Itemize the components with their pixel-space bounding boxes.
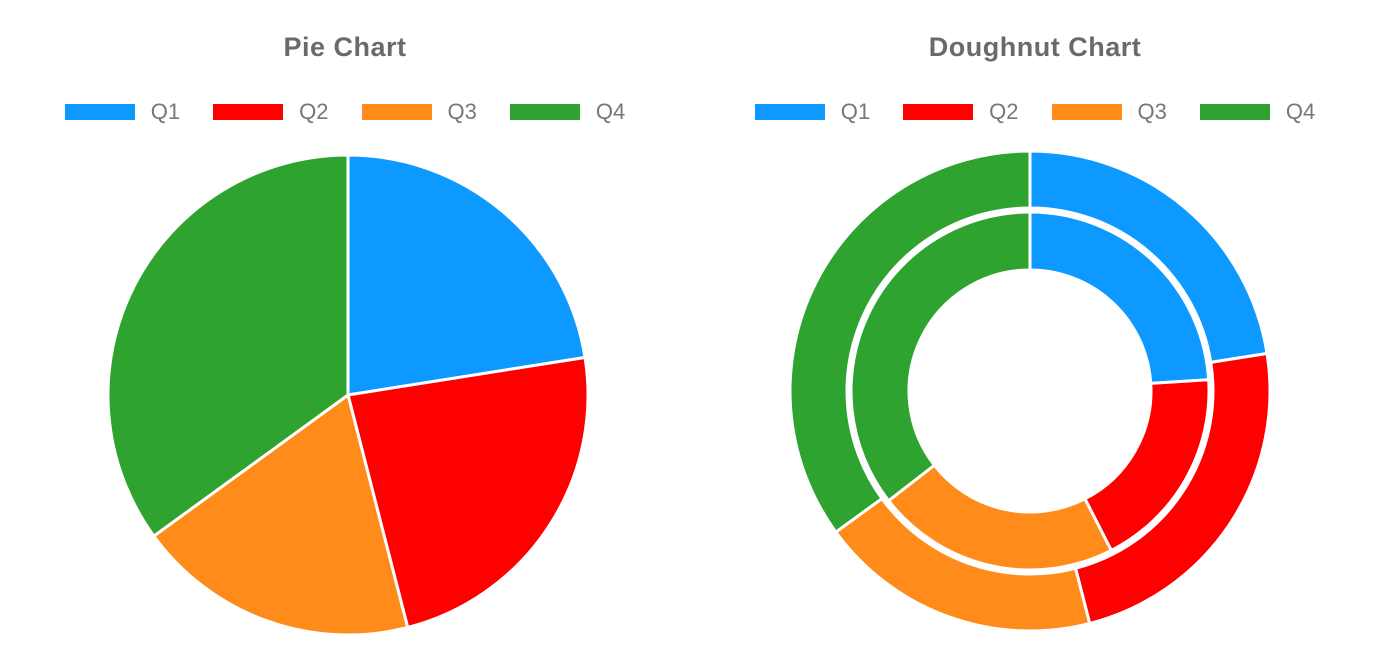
pie-chart-legend: Q1 Q2 Q3 Q4 (0, 99, 690, 125)
legend-swatch-q1 (754, 104, 825, 120)
legend-label-q1: Q1 (840, 99, 871, 124)
legend-label-q4: Q4 (595, 99, 626, 124)
pie-slice-q1[interactable] (346, 153, 587, 397)
legend-label-q4: Q4 (1285, 99, 1316, 124)
pie-slice-q4[interactable] (106, 153, 350, 539)
legend-label-q2: Q2 (989, 99, 1019, 124)
legend-item-q4[interactable]: Q4 (1199, 99, 1316, 125)
legend-swatch-q4 (509, 104, 580, 120)
legend-label-q3: Q3 (447, 99, 477, 124)
legend-item-q2[interactable]: Q2 (213, 99, 329, 125)
pie-chart-title: Pie Chart (283, 32, 407, 62)
pie-slice-q3[interactable] (151, 392, 410, 637)
legend-item-q3[interactable]: Q3 (1051, 99, 1167, 125)
doughnut-chart-legend: Q1 Q2 Q3 Q4 (690, 99, 1380, 125)
legend-item-q2[interactable]: Q2 (903, 99, 1019, 125)
doughnut-inner-slice-q1[interactable] (1028, 210, 1211, 385)
doughnut-chart-panel: Doughnut Chart Q1 Q2 Q3 Q4 (690, 0, 1380, 666)
doughnut-chart-title: Doughnut Chart (928, 32, 1142, 62)
legend-item-q1[interactable]: Q1 (64, 99, 181, 125)
legend-label-q1: Q1 (150, 99, 181, 124)
doughnut-chart[interactable] (690, 0, 1380, 666)
legend-swatch-q3 (1051, 104, 1122, 120)
legend-item-q1[interactable]: Q1 (754, 99, 871, 125)
legend-label-q2: Q2 (299, 99, 329, 124)
pie-chart-panel: Pie Chart Q1 Q2 Q3 Q4 (0, 0, 690, 666)
pie-chart[interactable] (0, 0, 690, 666)
legend-swatch-q2 (903, 104, 974, 120)
legend-label-q3: Q3 (1137, 99, 1167, 124)
legend-swatch-q3 (361, 104, 432, 120)
doughnut-inner-slice-q4[interactable] (849, 210, 1032, 503)
doughnut-outer-slice-q4[interactable] (788, 149, 1032, 535)
legend-item-q3[interactable]: Q3 (361, 99, 477, 125)
legend-swatch-q4 (1199, 104, 1270, 120)
legend-swatch-q1 (64, 104, 135, 120)
legend-item-q4[interactable]: Q4 (509, 99, 626, 125)
legend-swatch-q2 (213, 104, 284, 120)
pie-slice-q2[interactable] (346, 355, 590, 630)
